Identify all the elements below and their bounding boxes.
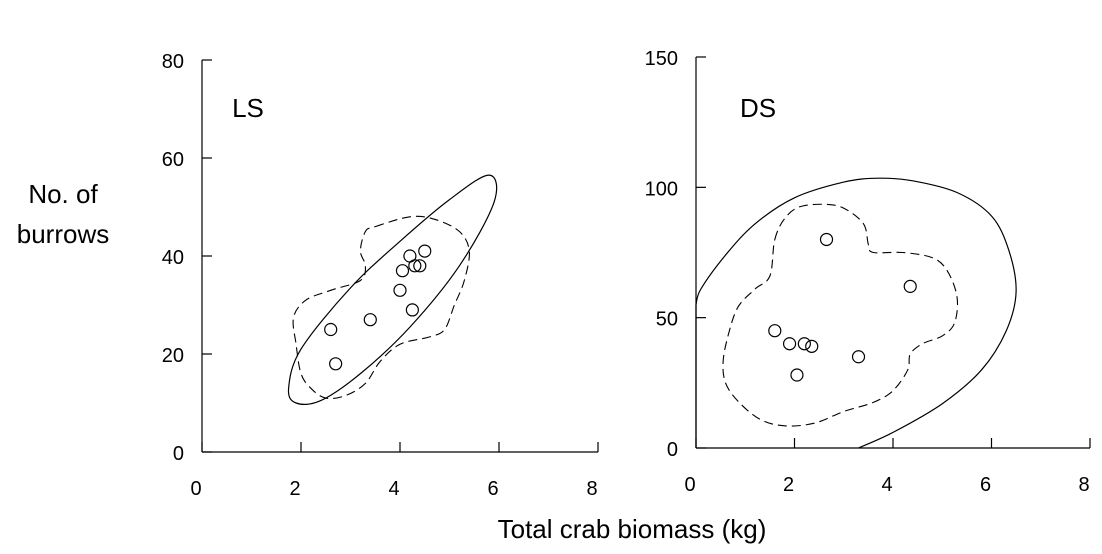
ds-x-tick-label: 0 <box>684 474 695 496</box>
ds-data-point <box>819 232 834 247</box>
ls-x-tick-label: 6 <box>487 478 498 500</box>
ds-data-point <box>797 337 811 351</box>
ds-panel-title: DS <box>740 93 776 123</box>
ls-y-tick-label: 80 <box>162 51 184 73</box>
ds-data-point <box>805 339 819 353</box>
ls-x-tick-label: 8 <box>586 478 597 500</box>
ls-data-point <box>413 259 427 273</box>
panel-ds: 0 2 4 6 8 0 50 100 150 DS <box>645 48 1091 496</box>
ls-x-tick-label: 0 <box>190 478 201 500</box>
ds-data-point <box>782 337 797 351</box>
ls-data-point <box>408 259 422 273</box>
ls-x-tick-label: 4 <box>388 478 399 500</box>
ds-data-point <box>790 368 804 382</box>
ls-data-point <box>393 283 407 297</box>
ls-data-point <box>418 244 432 258</box>
ds-x-tick-label: 6 <box>980 474 991 496</box>
ls-dashed-envelope <box>292 215 470 400</box>
ds-dashed-envelope <box>722 203 959 427</box>
ds-data-point <box>851 350 866 364</box>
ds-y-tick-label: 50 <box>656 309 678 331</box>
ds-data-point <box>903 279 917 293</box>
ds-data-point <box>768 324 782 338</box>
y-axis-title-line2: burrows <box>17 219 109 249</box>
ds-x-tick-label: 4 <box>881 474 892 496</box>
ds-y-tick-label: 100 <box>645 178 678 200</box>
ls-y-tick-label: 40 <box>162 247 184 269</box>
ls-y-tick-label: 60 <box>162 149 184 171</box>
ls-panel-title: LS <box>232 93 264 123</box>
ls-data-point <box>324 322 338 337</box>
ds-y-tick-label: 150 <box>645 48 678 70</box>
ls-data-point <box>363 313 377 327</box>
y-axis-title-line1: No. of <box>28 179 98 209</box>
ls-data-point <box>395 264 410 278</box>
x-axis-title: Total crab biomass (kg) <box>498 514 767 544</box>
ls-data-point <box>405 303 419 317</box>
ds-y-tick-label: 0 <box>667 439 678 461</box>
ls-y-tick-label: 0 <box>173 443 184 465</box>
ls-x-tick-label: 2 <box>289 478 300 500</box>
ls-y-tick-label: 20 <box>162 345 184 367</box>
ds-solid-envelope <box>695 177 1017 449</box>
ds-x-tick-label: 8 <box>1078 474 1089 496</box>
ls-data-point <box>329 357 343 371</box>
ds-x-tick-label: 2 <box>783 474 794 496</box>
ls-solid-envelope <box>287 174 498 405</box>
